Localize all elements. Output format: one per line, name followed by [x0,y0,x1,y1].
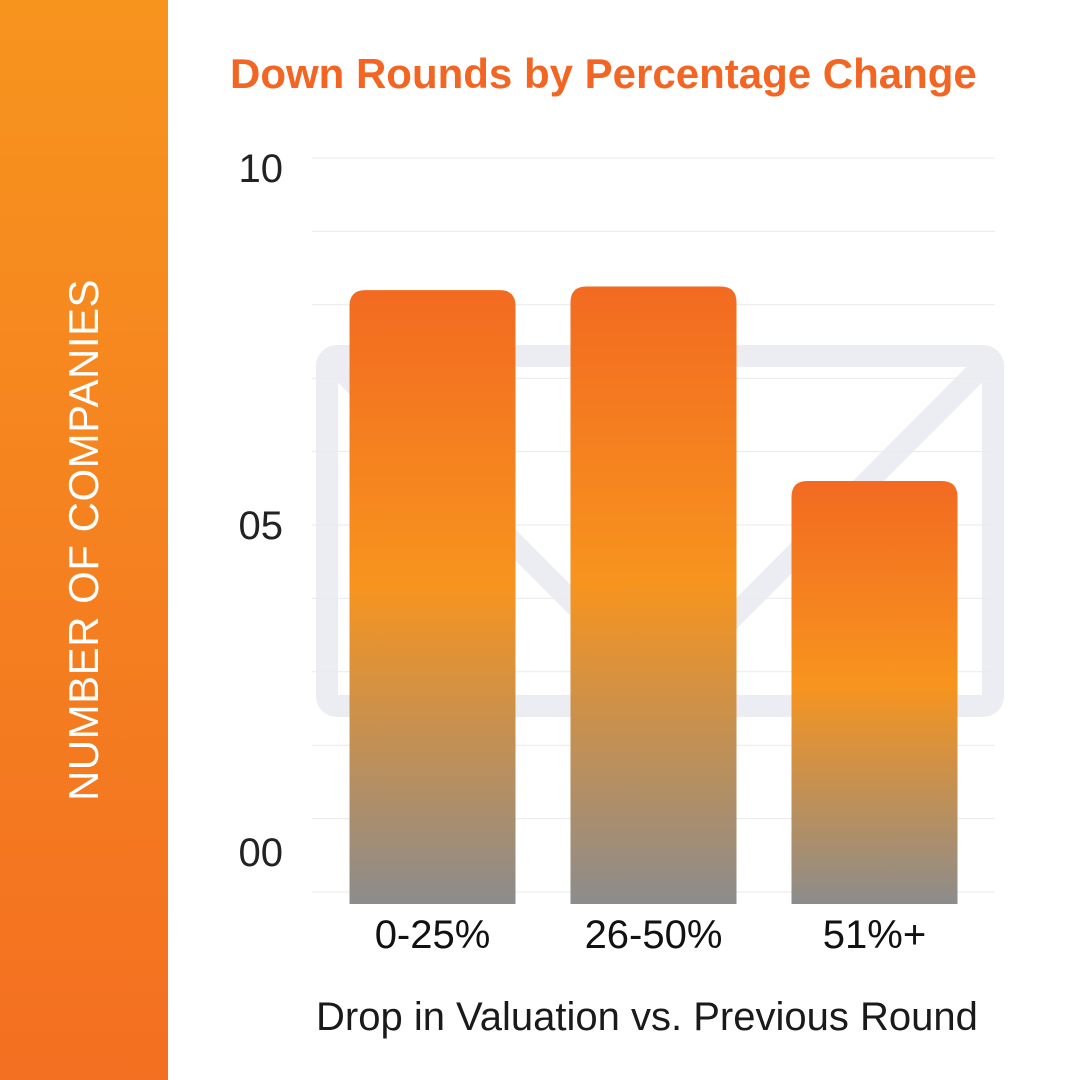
bars [349,286,958,904]
y-tick-label: 10 [239,147,284,191]
x-tick-label: 51%+ [823,913,926,957]
x-tick-labels: 0-25% 26-50% 51%+ [375,913,927,957]
x-tick-label: 26-50% [585,913,723,957]
bar [570,286,737,904]
side-band [0,0,168,1080]
y-tick-label: 00 [239,831,284,875]
y-tick-labels: 00 05 10 [239,147,284,875]
x-tick-label: 0-25% [375,913,491,957]
x-axis-label: Drop in Valuation vs. Previous Round [316,995,978,1039]
chart-title: Down Rounds by Percentage Change [230,50,977,97]
bar [349,290,516,904]
y-tick-label: 05 [239,504,284,548]
bar [791,480,958,904]
